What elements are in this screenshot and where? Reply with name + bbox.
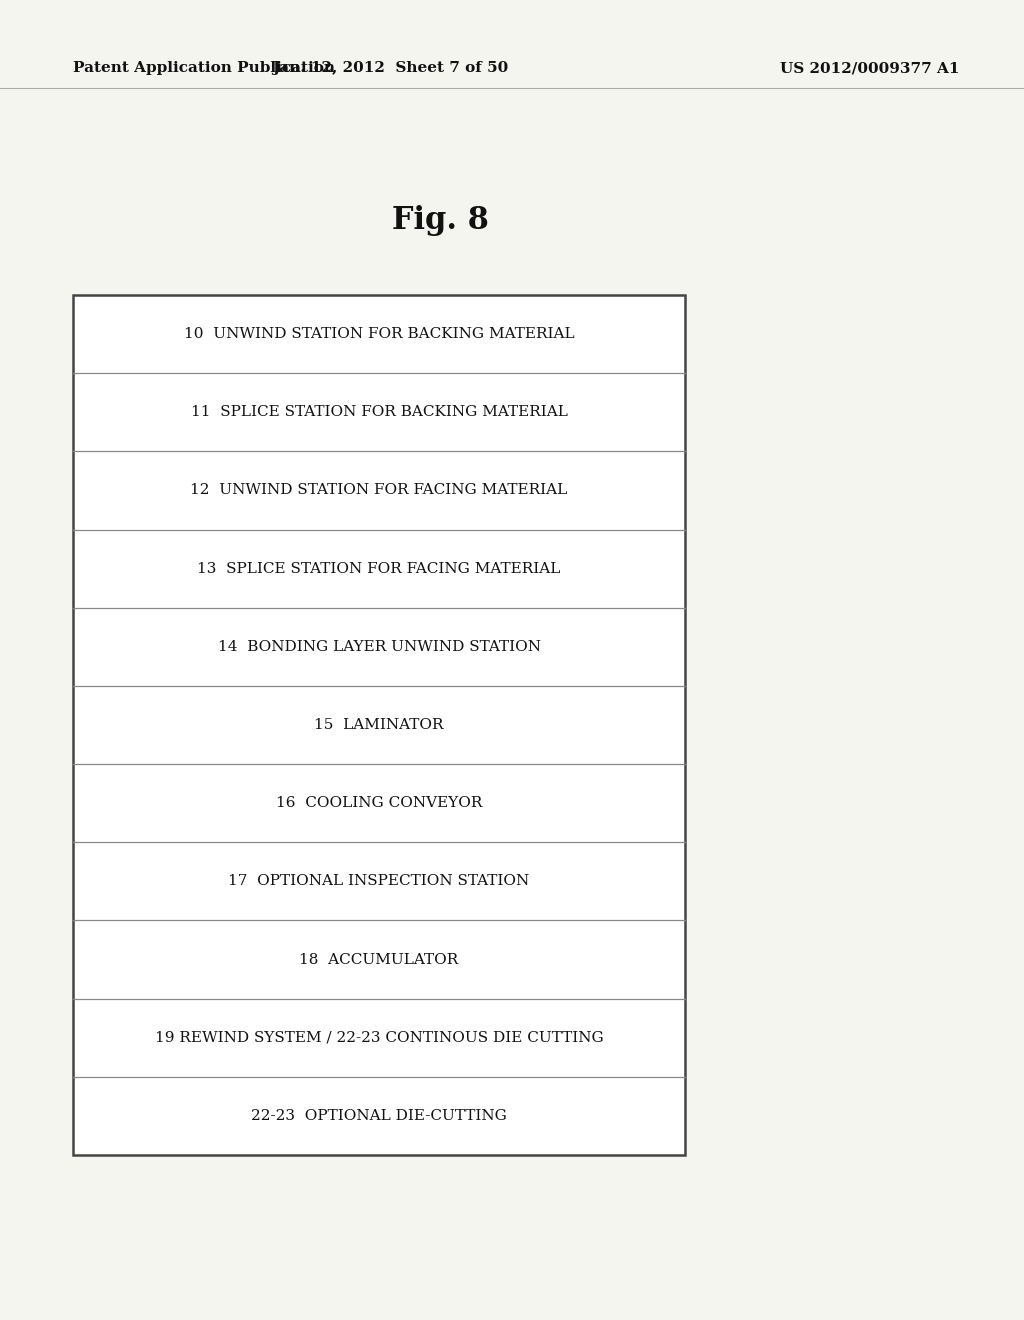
Text: 12  UNWIND STATION FOR FACING MATERIAL: 12 UNWIND STATION FOR FACING MATERIAL [190, 483, 567, 498]
Text: Patent Application Publication: Patent Application Publication [73, 61, 335, 75]
Text: 14  BONDING LAYER UNWIND STATION: 14 BONDING LAYER UNWIND STATION [217, 640, 541, 653]
Text: Fig. 8: Fig. 8 [392, 205, 488, 235]
Text: US 2012/0009377 A1: US 2012/0009377 A1 [780, 61, 961, 75]
Text: 15  LAMINATOR: 15 LAMINATOR [314, 718, 443, 733]
Text: 19 REWIND SYSTEM / 22-23 CONTINOUS DIE CUTTING: 19 REWIND SYSTEM / 22-23 CONTINOUS DIE C… [155, 1031, 603, 1044]
Text: 17  OPTIONAL INSPECTION STATION: 17 OPTIONAL INSPECTION STATION [228, 874, 529, 888]
Text: 13  SPLICE STATION FOR FACING MATERIAL: 13 SPLICE STATION FOR FACING MATERIAL [198, 561, 561, 576]
Bar [73, 294, 685, 1155]
Text: 10  UNWIND STATION FOR BACKING MATERIAL: 10 UNWIND STATION FOR BACKING MATERIAL [183, 327, 574, 341]
Text: 16  COOLING CONVEYOR: 16 COOLING CONVEYOR [275, 796, 482, 810]
Text: 18  ACCUMULATOR: 18 ACCUMULATOR [299, 953, 459, 966]
Text: Jan. 12, 2012  Sheet 7 of 50: Jan. 12, 2012 Sheet 7 of 50 [272, 61, 508, 75]
Text: 11  SPLICE STATION FOR BACKING MATERIAL: 11 SPLICE STATION FOR BACKING MATERIAL [190, 405, 567, 420]
Text: 22-23  OPTIONAL DIE-CUTTING: 22-23 OPTIONAL DIE-CUTTING [251, 1109, 507, 1123]
